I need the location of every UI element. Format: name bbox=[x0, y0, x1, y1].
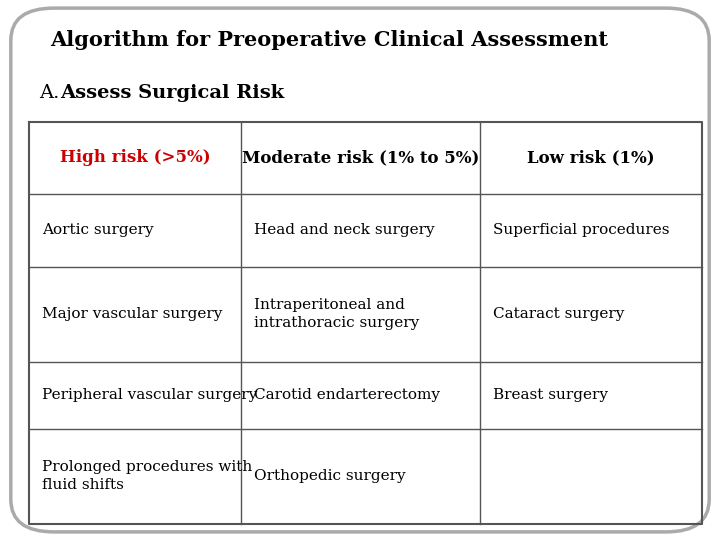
Text: Moderate risk (1% to 5%): Moderate risk (1% to 5%) bbox=[242, 150, 479, 166]
Text: Prolonged procedures with
fluid shifts: Prolonged procedures with fluid shifts bbox=[42, 461, 252, 492]
Text: Major vascular surgery: Major vascular surgery bbox=[42, 307, 222, 321]
Text: Low risk (1%): Low risk (1%) bbox=[527, 150, 654, 166]
Text: Breast surgery: Breast surgery bbox=[492, 388, 608, 402]
Text: Aortic surgery: Aortic surgery bbox=[42, 224, 153, 238]
Text: A.: A. bbox=[40, 84, 66, 102]
Text: Intraperitoneal and
intrathoracic surgery: Intraperitoneal and intrathoracic surger… bbox=[254, 298, 419, 330]
Text: Assess Surgical Risk: Assess Surgical Risk bbox=[60, 84, 284, 102]
Text: Orthopedic surgery: Orthopedic surgery bbox=[254, 469, 405, 483]
Text: Head and neck surgery: Head and neck surgery bbox=[254, 224, 434, 238]
Text: Superficial procedures: Superficial procedures bbox=[492, 224, 670, 238]
Text: Carotid endarterectomy: Carotid endarterectomy bbox=[254, 388, 440, 402]
Text: Algorithm for Preoperative Clinical Assessment: Algorithm for Preoperative Clinical Asse… bbox=[50, 30, 608, 50]
Text: High risk (>5%): High risk (>5%) bbox=[60, 150, 210, 166]
Text: Cataract surgery: Cataract surgery bbox=[492, 307, 624, 321]
FancyBboxPatch shape bbox=[11, 8, 709, 532]
Text: Peripheral vascular surgery: Peripheral vascular surgery bbox=[42, 388, 257, 402]
